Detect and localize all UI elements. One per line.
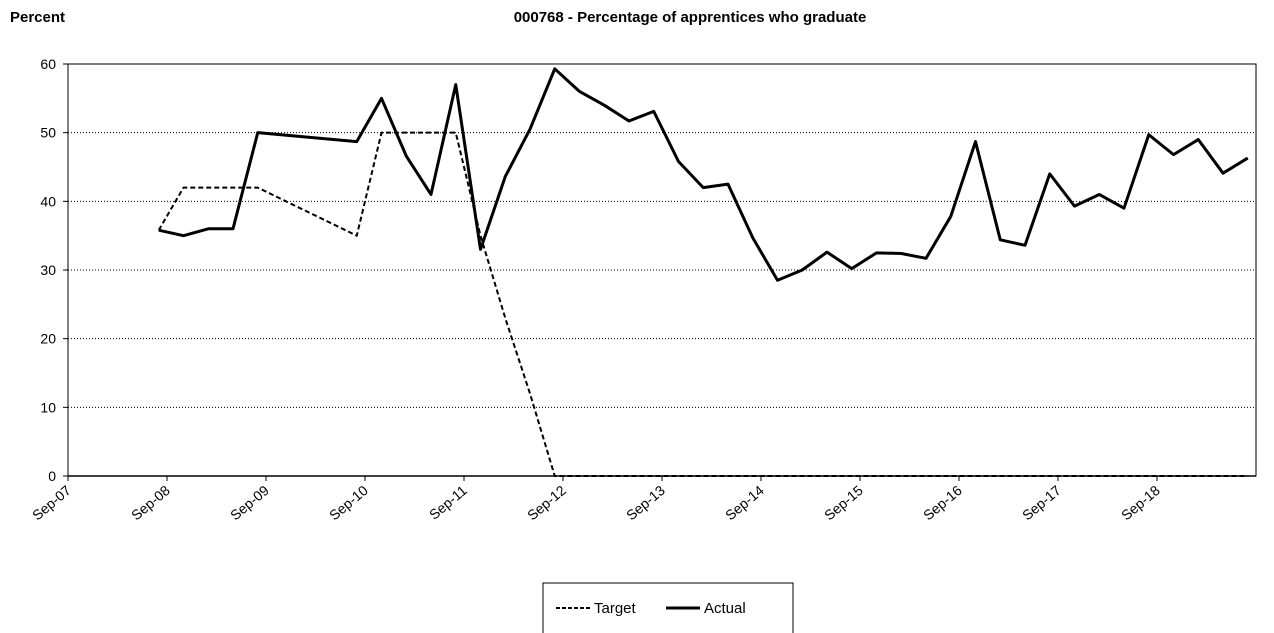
x-tick-label: Sep-09	[227, 482, 272, 523]
y-tick-label: 40	[40, 193, 56, 209]
y-tick-label: 50	[40, 125, 56, 141]
y-tick-label: 20	[40, 331, 56, 347]
x-tick-label: Sep-13	[623, 482, 668, 523]
x-tick-label: Sep-10	[326, 482, 371, 523]
y-tick-label: 10	[40, 399, 56, 415]
chart-title: 000768 - Percentage of apprentices who g…	[514, 9, 867, 26]
x-tick-label: Sep-17	[1019, 482, 1064, 523]
x-tick-label: Sep-18	[1118, 482, 1163, 523]
x-tick-label: Sep-12	[524, 482, 569, 523]
x-tick-label: Sep-14	[722, 482, 767, 523]
y-tick-label: 60	[40, 56, 56, 72]
x-tick-label: Sep-16	[920, 482, 965, 523]
legend-label: Target	[594, 600, 637, 617]
y-axis-label: Percent	[10, 9, 65, 26]
legend-label: Actual	[704, 600, 746, 617]
x-tick-label: Sep-08	[128, 482, 173, 523]
x-tick-label: Sep-15	[821, 482, 866, 523]
x-tick-label: Sep-07	[29, 482, 74, 523]
series-line	[158, 67, 1249, 282]
series-line	[157, 131, 1248, 477]
x-tick-label: Sep-11	[426, 482, 470, 523]
y-tick-label: 0	[48, 468, 56, 484]
y-tick-label: 30	[40, 262, 56, 278]
